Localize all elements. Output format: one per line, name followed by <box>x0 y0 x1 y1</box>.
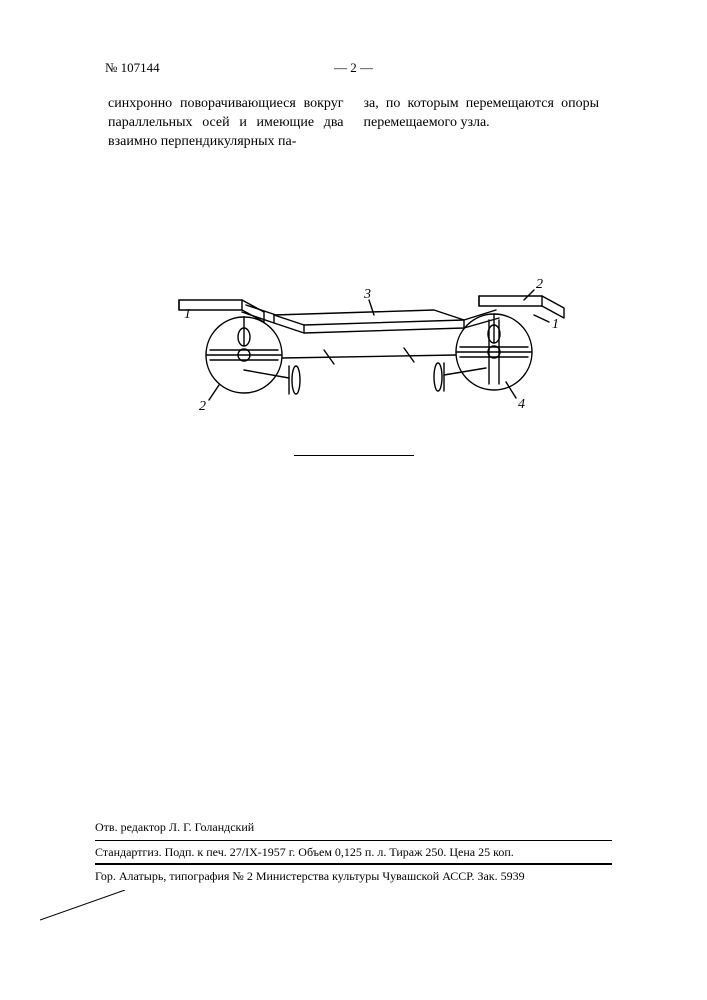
page-number: — 2 — <box>271 60 437 76</box>
stray-mark <box>40 890 130 925</box>
figure-label-1-right: 1 <box>552 317 559 332</box>
footer-editor: Отв. редактор Л. Г. Голандский <box>95 818 612 838</box>
figure-label-3: 3 <box>363 287 371 302</box>
footer-rule-2 <box>95 863 612 865</box>
body-columns: синхронно поворачивающиеся во­круг парал… <box>108 95 599 152</box>
figure-svg: 3 <box>124 260 584 430</box>
figure-label-1-left: 1 <box>184 307 191 322</box>
body-col-left: синхронно поворачивающиеся во­круг парал… <box>108 95 344 152</box>
figure-label-4: 4 <box>518 397 525 412</box>
figure-divider <box>294 455 414 456</box>
page: № 107144 — 2 — синхронно поворачивающиес… <box>0 0 707 1000</box>
header-spacer <box>436 60 602 76</box>
figure-label-2: 2 <box>199 399 206 414</box>
figure-label-2-right: 2 <box>536 277 543 292</box>
footer: Отв. редактор Л. Г. Голандский Стандартг… <box>95 818 612 885</box>
page-header: № 107144 — 2 — <box>105 60 602 76</box>
footer-printer: Гор. Алатырь, типография № 2 Министерств… <box>95 867 612 885</box>
figure: 3 <box>0 260 707 435</box>
footer-imprint: Стандартгиз. Подп. к печ. 27/IX-1957 г. … <box>95 843 612 861</box>
doc-number: № 107144 <box>105 60 271 76</box>
footer-rule-1 <box>95 840 612 841</box>
body-col-right: за, по которым перемещаются опоры переме… <box>364 95 600 152</box>
